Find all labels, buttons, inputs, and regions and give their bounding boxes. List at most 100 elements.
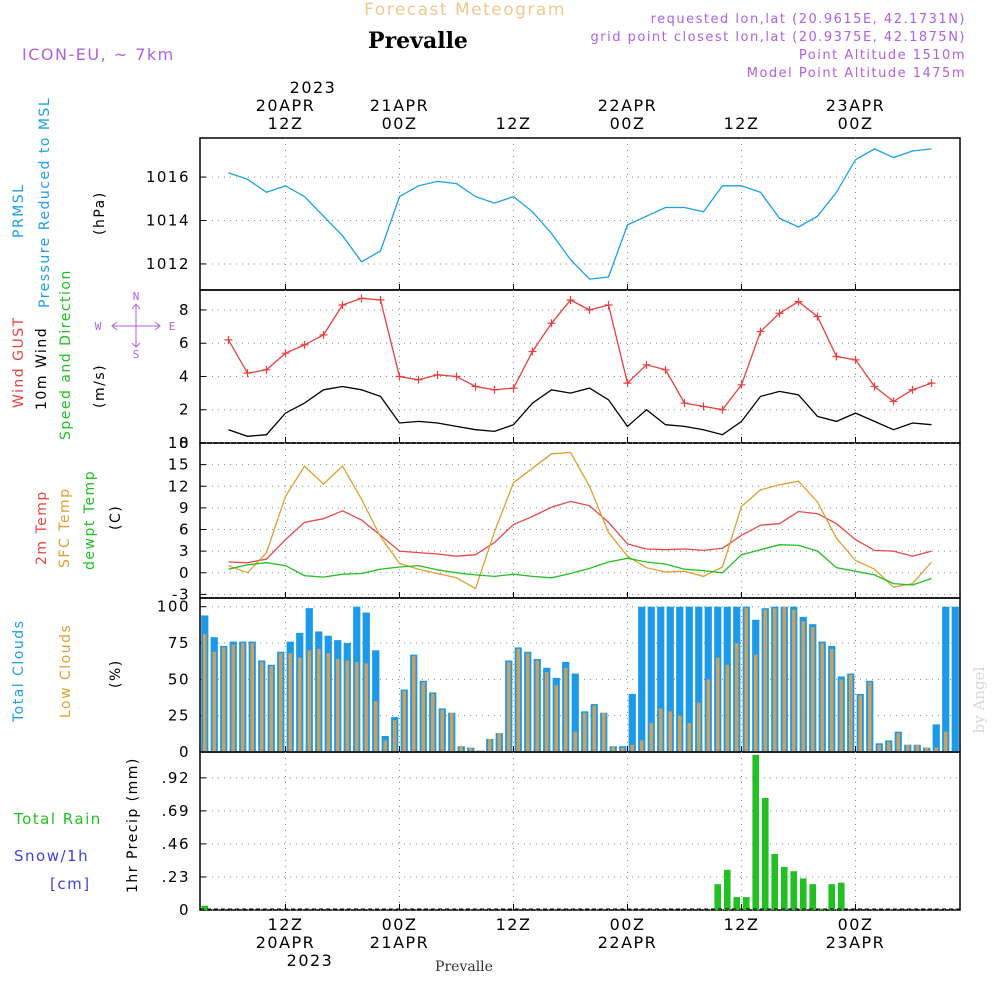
gust-marker [547,319,556,328]
low-cloud-bar [307,650,312,752]
gust-marker [604,300,613,309]
gust-marker [794,297,803,306]
compass-rose: N S W E [95,290,176,361]
low-cloud-bar [810,627,815,752]
rain-bar [809,884,817,910]
y-tick-label: 0 [179,434,190,452]
y-tick-label: .23 [162,868,190,886]
low-cloud-bar [297,657,302,752]
low-cloud-bar [563,667,568,752]
total-cloud-bar [942,606,950,752]
gust-marker [737,380,746,389]
rain-bar [752,754,760,910]
top-hour-label: 00Z [382,114,418,133]
wind-unit: (m/s) [92,364,108,408]
low-cloud-bar [269,666,274,752]
gust-marker [927,379,936,388]
top-year-label: 2023 [290,78,337,97]
y-tick-label: 8 [179,301,190,319]
y-tick-label: -3 [172,585,190,603]
requested-location: requested lon,lat (20.9615E, 42.1731N) [651,12,966,27]
low-cloud-bar [582,712,587,752]
gust-marker [262,365,271,374]
low-cloud-bar [877,744,882,752]
rain-bar [742,897,750,910]
gridpoint-location: grid point closest lon,lat (20.9375E, 42… [591,30,966,45]
rain-bar [723,869,731,910]
gust-marker [224,335,233,344]
cloud-legend: Total Clouds Low Clouds (%) [11,620,124,723]
bottom-date-label: 21APR [370,933,430,952]
temp-unit: (C) [108,505,124,530]
top-date-label: 23APR [826,96,886,115]
gust-marker [851,355,860,364]
precip-legend-unit: [cm] [50,875,91,893]
gust-marker [319,330,328,339]
low-cloud-bar [639,740,644,752]
low-cloud-bar [497,733,502,752]
low-cloud-bar [468,747,473,752]
temperature-panel: -3 0 3 6 9 12 15 18 [168,434,961,603]
pressure-unit: (hPa) [92,191,108,235]
low-cloud-bar [592,705,597,752]
low-cloud-bar [440,709,445,752]
low-cloud-bar [791,609,796,752]
low-cloud-bar [449,712,454,752]
low-cloud-bar [231,644,236,752]
bottom-hour-label: 00Z [838,915,874,934]
gust-marker [414,375,423,384]
pressure-panel: 1012 1014 1016 [146,137,961,291]
bottom-hour-label: 00Z [610,915,646,934]
low-cloud-bar [288,653,293,752]
low-cloud-bar [763,609,768,752]
rain-bar [818,908,826,910]
precip-legend: Total Rain Snow/1h [cm] 1hr Precip (mm) [13,757,141,893]
point-altitude: Point Altitude 1510m [799,48,966,63]
y-tick-label: 1016 [146,168,190,186]
gust-marker [870,382,879,391]
low-cloud-bar [316,648,321,752]
precip-legend-rain: Total Rain [13,810,102,828]
bottom-hour-label: 12Z [724,915,760,934]
low-cloud-bar [402,690,407,752]
temp-legend-sfc: SFC Temp [57,488,73,568]
gust-marker [642,360,651,369]
y-tick-label: 15 [168,456,190,474]
low-cloud-bar [421,682,426,752]
low-cloud-bar [373,701,378,752]
low-cloud-bar [516,648,521,752]
low-cloud-bar [487,738,492,752]
low-cloud-bar [411,656,416,752]
gust-marker [585,305,594,314]
total-cloud-bar [571,673,579,752]
temp-legend-dewpt: dewpt Temp [82,470,98,570]
top-date-label: 21APR [370,96,430,115]
temperature-legend: 2m Temp SFC Temp dewpt Temp (C) [34,470,124,570]
y-tick-label: 12 [168,477,190,495]
gust-marker [756,327,765,336]
gust-marker [908,385,917,394]
pressure-legend: PRMSL Pressure Reduced to MSL (hPa) [11,97,108,308]
gust-marker [680,399,689,408]
low-cloud-bar [924,747,929,752]
compass-arrows [111,303,161,348]
series-line-2m-temp [228,500,932,564]
bottom-date-label: 22APR [598,933,658,952]
low-cloud-bar [649,722,654,752]
panel-frame [199,751,961,911]
gust-marker [452,372,461,381]
gust-marker [699,402,708,411]
watermark: by Angel [970,666,988,733]
wind-panel: 0 2 4 6 8 [179,289,961,452]
low-cloud-bar [240,643,245,752]
series-line-wind-gust [227,297,932,411]
low-cloud-bar [326,653,331,752]
rain-bar [837,882,845,910]
rain-bar [771,853,779,910]
low-cloud-bar [392,720,397,752]
rain-bar [828,884,836,910]
low-cloud-bar [677,715,682,752]
low-cloud-bar [801,621,806,752]
low-cloud-bar [896,733,901,752]
